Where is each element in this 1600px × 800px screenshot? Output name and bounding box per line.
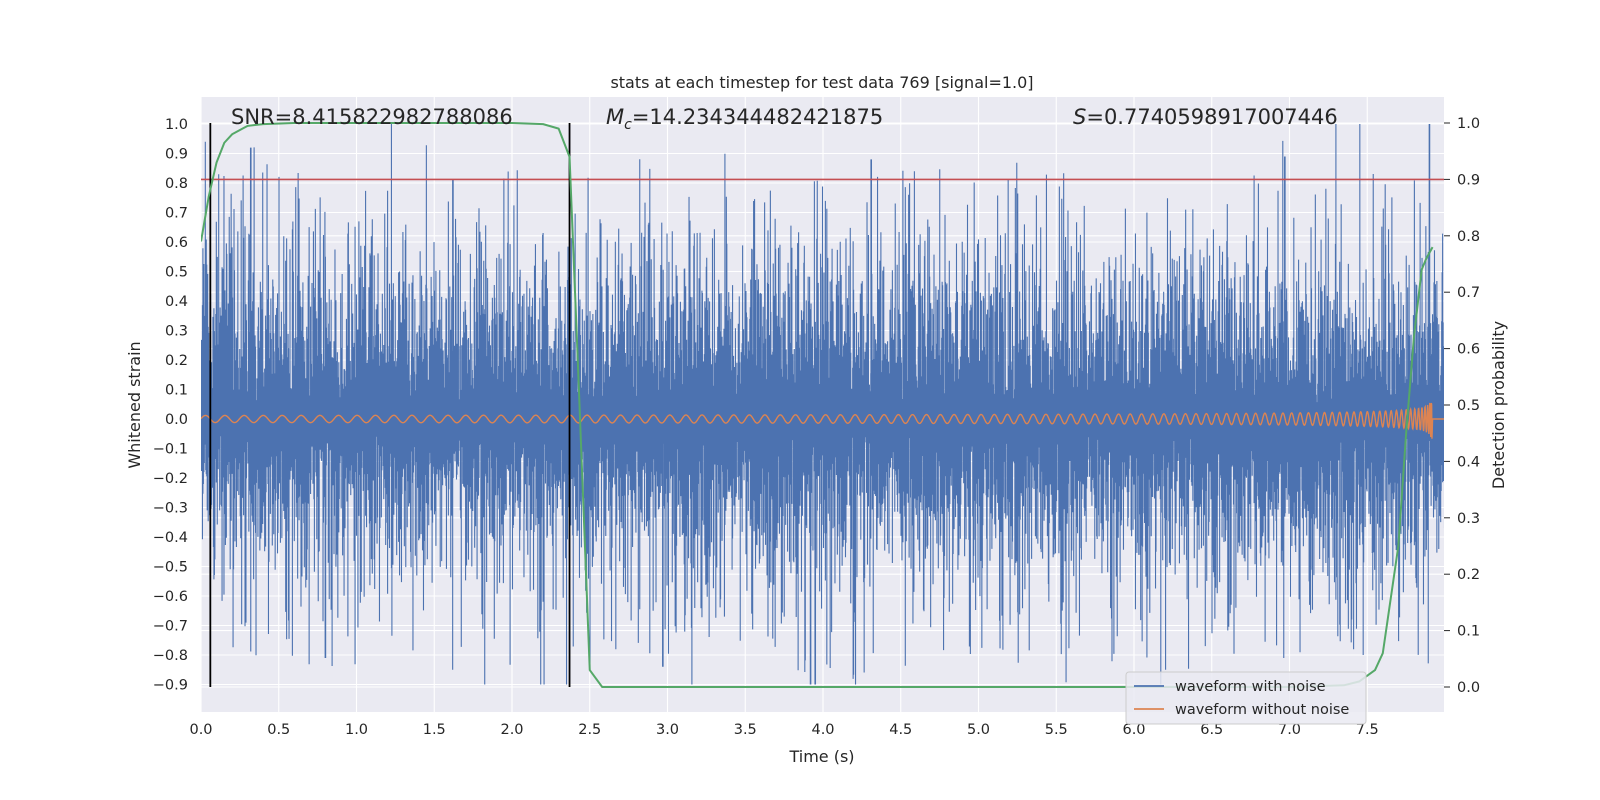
y-left-tick-label: −0.1: [153, 442, 188, 458]
y-right-tick-label: 1.0: [1457, 116, 1480, 132]
x-tick-label: 4.0: [811, 722, 834, 738]
noise-waveform-line: [201, 124, 1444, 685]
y-right-tick-label: 0.0: [1457, 680, 1480, 696]
x-tick-label: 2.5: [578, 722, 601, 738]
snr-annotation: SNR=8.415822982788086: [231, 105, 513, 129]
x-tick-label: 4.5: [889, 722, 912, 738]
y-left-tick-label: 0.1: [165, 383, 188, 399]
mc-subscript: c: [624, 117, 632, 133]
y-left-tick-label: 0.3: [165, 324, 188, 340]
legend-box: [1125, 671, 1367, 725]
y-left-axis-label: Whitened strain: [125, 341, 144, 468]
probability-line: [201, 122, 1434, 688]
chart-title: stats at each timestep for test data 769…: [610, 73, 1033, 92]
y-right-tick-label: 0.1: [1457, 624, 1480, 640]
s-value: =0.7740598917007446: [1086, 105, 1337, 129]
y-left-tick-label: −0.5: [153, 560, 188, 576]
x-axis-ticks: 0.0 0.5 1.0 1.5 2.0 2.5 3.0 3.5 4.0 4.5 5.0 5.5 6.0 6…: [189, 722, 1378, 738]
x-tick-label: 5.5: [1045, 722, 1068, 738]
y-left-tick-label: −0.8: [153, 648, 188, 664]
s-statistic-annotation: S=0.7740598917007446: [1073, 105, 1338, 129]
y-left-axis-ticks: 1.0 0.9 0.8 0.7 0.6 0.5 0.4 0.3 0.2 0.1 0.0 −0.1 −0.…: [153, 117, 188, 694]
clean-waveform-line: [201, 402, 1444, 439]
y-left-tick-label: −0.6: [153, 589, 188, 605]
y-left-tick-label: −0.4: [153, 530, 188, 546]
y-left-tick-label: −0.3: [153, 501, 188, 517]
x-tick-label: 6.0: [1122, 722, 1145, 738]
x-tick-label: 3.0: [656, 722, 679, 738]
x-tick-label: 5.0: [967, 722, 990, 738]
y-right-tick-label: 0.5: [1457, 398, 1480, 414]
y-left-tick-label: −0.9: [153, 678, 188, 694]
x-tick-label: 3.5: [734, 722, 757, 738]
y-left-tick-label: 0.8: [165, 176, 188, 192]
y-right-tick-label: 0.4: [1457, 454, 1480, 470]
y-left-tick-label: 0.5: [165, 265, 188, 281]
y-left-tick-label: 0.4: [165, 294, 188, 310]
y-right-tick-label: 0.3: [1457, 511, 1480, 527]
y-left-tick-label: 0.9: [165, 147, 188, 163]
y-right-tick-label: 0.8: [1457, 229, 1480, 245]
y-left-tick-label: 0.2: [165, 353, 188, 369]
x-tick-label: 1.5: [423, 722, 446, 738]
s-symbol: S: [1073, 105, 1086, 129]
x-tick-label: 1.0: [345, 722, 368, 738]
y-right-axis-ticks: 1.0 0.9 0.8 0.7 0.6 0.5 0.4 0.3 0.2 0.1 0.0: [1444, 116, 1480, 696]
y-left-tick-label: 0.6: [165, 235, 188, 251]
chirp-mass-annotation: Mc=14.234344482421875: [606, 105, 883, 133]
x-tick-label: 0.5: [267, 722, 290, 738]
mc-symbol: M: [606, 105, 624, 129]
vertical-markers: [209, 123, 571, 687]
x-tick-label: 6.5: [1200, 722, 1223, 738]
x-tick-label: 7.0: [1278, 722, 1301, 738]
y-right-axis-label: Detection probability: [1489, 321, 1508, 489]
plot-content: [201, 122, 1444, 688]
y-left-tick-label: 1.0: [165, 117, 188, 133]
y-left-tick-label: 0.0: [165, 412, 188, 428]
y-right-tick-label: 0.2: [1457, 567, 1480, 583]
y-left-tick-label: 0.7: [165, 206, 188, 222]
y-right-tick-label: 0.9: [1457, 172, 1480, 188]
x-axis-label: Time (s): [788, 747, 854, 766]
mc-value: =14.234344482421875: [632, 105, 883, 129]
series-waveform-without-noise: [201, 402, 1444, 439]
x-tick-label: 2.0: [500, 722, 523, 738]
y-right-tick-label: 0.7: [1457, 285, 1480, 301]
y-right-tick-label: 0.6: [1457, 342, 1480, 358]
legend-label-noise: waveform with noise: [1175, 679, 1326, 695]
legend-label-clean: waveform without noise: [1175, 702, 1349, 718]
series-detection-probability: [201, 122, 1434, 688]
y-left-tick-label: −0.7: [153, 619, 188, 635]
series-waveform-with-noise: [201, 124, 1444, 685]
legend: waveform with noise waveform without noi…: [1125, 671, 1367, 725]
x-tick-label: 0.0: [189, 722, 212, 738]
y-left-tick-label: −0.2: [153, 471, 188, 487]
x-tick-label: 7.5: [1356, 722, 1379, 738]
